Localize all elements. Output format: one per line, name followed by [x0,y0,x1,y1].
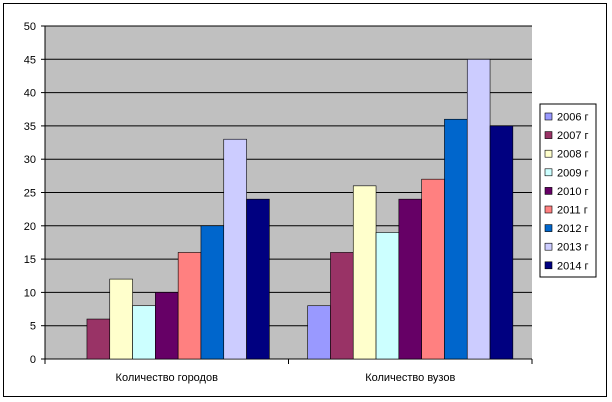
bar [155,292,179,360]
legend-label: 2008 г [557,149,589,161]
y-tick-label: 20 [24,221,36,233]
legend-label: 2009 г [557,167,589,179]
bar [200,225,225,360]
legend-label: 2011 г [557,205,588,217]
bar [86,318,111,360]
y-tick-label: 35 [24,121,36,133]
bar [375,232,400,360]
bar [223,138,247,360]
y-tick-label: 45 [24,54,36,66]
legend-label: 2006 г [557,112,589,124]
legend-swatch [544,187,553,195]
legend-label: 2010 г [557,186,589,198]
legend-label: 2014 г [557,260,589,272]
legend-swatch [544,205,553,214]
legend-swatch [544,261,553,270]
y-tick-label: 10 [24,287,36,299]
x-tick-label: Количество городов [116,372,219,384]
y-tick-label: 25 [24,188,36,200]
bar [444,118,468,360]
legend-label: 2012 г [557,223,589,235]
legend-label: 2013 г [557,242,589,254]
bar [330,252,354,360]
bar [307,305,331,360]
y-tick-label: 50 [24,21,36,33]
legend-swatch [544,131,553,139]
legend-swatch [544,112,553,121]
bar [398,198,422,360]
x-tick-label: Количество вузов [365,372,455,384]
y-tick-label: 30 [24,154,36,166]
legend-swatch [544,149,553,158]
legend-swatch [544,224,553,232]
bar [352,185,377,360]
y-tick-label: 40 [24,88,36,100]
y-tick-label: 15 [24,254,36,266]
bar [109,278,133,360]
legend-swatch [544,168,553,177]
bar [421,178,445,360]
y-tick-label: 5 [30,321,36,333]
bar [177,252,202,360]
bar [489,125,514,360]
bar [466,58,491,360]
bar [246,198,270,360]
legend-swatch [544,242,553,251]
legend-label: 2007 г [557,130,589,142]
bar [132,305,156,360]
y-tick-label: 0 [30,354,36,366]
